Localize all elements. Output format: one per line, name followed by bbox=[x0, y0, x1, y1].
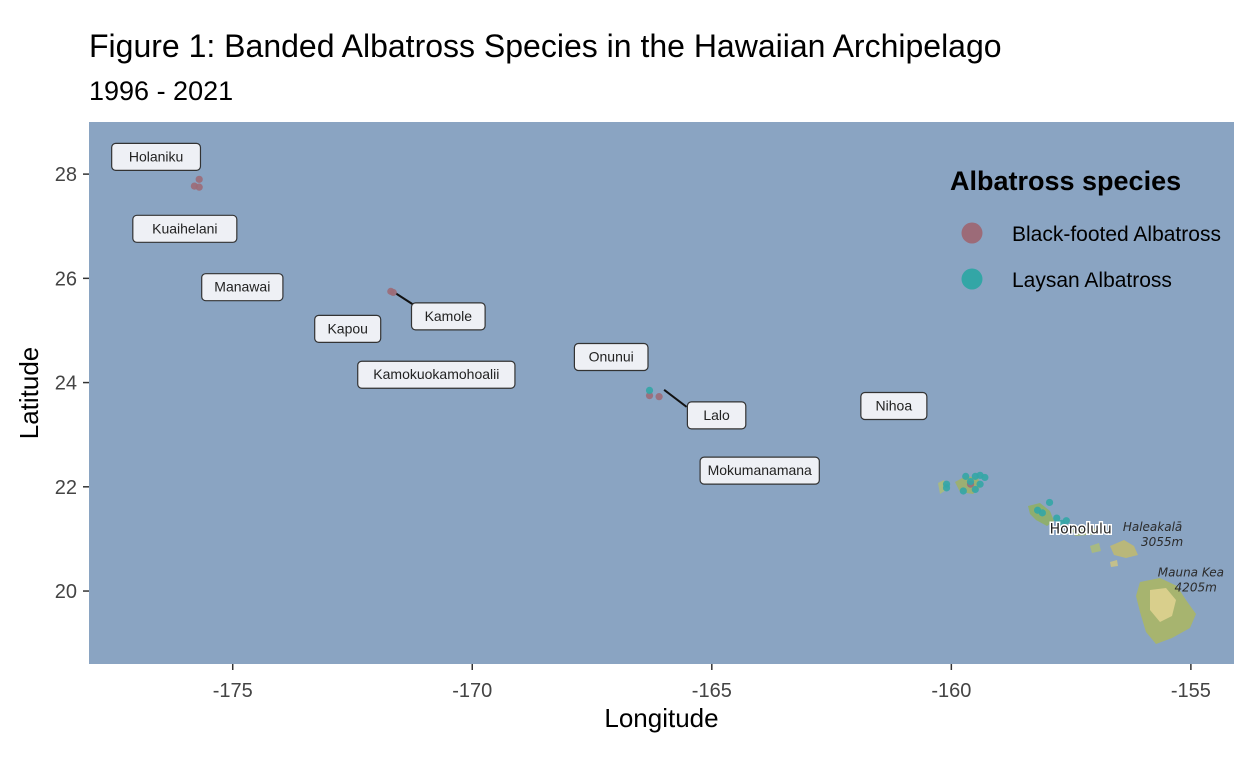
data-points bbox=[114, 157, 1070, 527]
y-tick-label: 22 bbox=[55, 477, 77, 499]
x-tick-label: -170 bbox=[452, 680, 492, 702]
chart-subtitle: 1996 - 2021 bbox=[89, 76, 234, 106]
island-label: Nihoa bbox=[860, 391, 928, 421]
island-label-box bbox=[860, 391, 928, 421]
data-point bbox=[971, 485, 979, 494]
axes: -175 -170 -165 -160 -155 20 22 24 26 28 Longitude L… bbox=[14, 164, 1211, 733]
island-label-text: Kapou bbox=[327, 320, 367, 336]
basemap-label: Honolulu bbox=[1050, 522, 1112, 538]
x-tick-label: -165 bbox=[692, 680, 732, 702]
data-point bbox=[981, 473, 989, 482]
island-label-box bbox=[314, 314, 382, 343]
island-label-text: Lalo bbox=[703, 407, 730, 423]
data-point bbox=[389, 288, 397, 297]
island-label-text: Manawai bbox=[214, 279, 270, 295]
island-labels: Holaniku Kuaihelani Manawai Kamole Kapou Kamo… bbox=[111, 142, 928, 485]
data-point bbox=[966, 477, 975, 486]
island-label: Kamokuokamohoalii bbox=[357, 360, 516, 389]
island-label-text: Nihoa bbox=[876, 398, 913, 414]
island-label-box bbox=[410, 302, 486, 331]
legend-swatch bbox=[961, 268, 983, 290]
hawaii-highlands bbox=[1150, 588, 1176, 622]
data-point bbox=[1038, 509, 1046, 517]
data-point bbox=[976, 480, 984, 488]
island-label-box bbox=[699, 456, 820, 485]
data-point bbox=[1053, 514, 1061, 522]
island-label-text: Holaniku bbox=[129, 148, 183, 164]
y-tick-label: 28 bbox=[55, 164, 77, 186]
island-label-text: Kuaihelani bbox=[152, 220, 217, 236]
island-label: Onunui bbox=[573, 342, 649, 372]
legend-label: Laysan Albatross bbox=[1012, 269, 1172, 292]
data-point bbox=[959, 487, 967, 495]
kahoolawe-island bbox=[1110, 560, 1118, 567]
island-label-box bbox=[132, 214, 238, 243]
y-tick-label: 20 bbox=[55, 581, 77, 603]
island-label-text: Mokumanamana bbox=[708, 462, 812, 478]
island-label: Manawai bbox=[201, 273, 284, 302]
legend-swatch bbox=[961, 222, 983, 244]
x-axis-title: Longitude bbox=[604, 703, 718, 733]
x-tick-label: -160 bbox=[931, 680, 971, 702]
basemap-label: Mauna Kea bbox=[1158, 565, 1224, 579]
island-label: Lalo bbox=[686, 401, 747, 430]
maui-island bbox=[1110, 540, 1138, 558]
legend-title: Albatross species bbox=[950, 166, 1181, 196]
basemap-label: 3055m bbox=[1141, 535, 1183, 549]
island-label: Kuaihelani bbox=[132, 214, 238, 243]
island-label-box bbox=[357, 360, 516, 389]
x-tick-label: -155 bbox=[1171, 680, 1211, 702]
island-label-box bbox=[111, 142, 202, 171]
data-point bbox=[1062, 517, 1070, 525]
data-point bbox=[645, 392, 654, 400]
island-label-text: Onunui bbox=[589, 349, 634, 365]
data-point bbox=[195, 175, 203, 183]
legend-label: Black-footed Albatross bbox=[1012, 223, 1221, 246]
island-label: Kapou bbox=[314, 314, 382, 343]
data-point bbox=[655, 393, 663, 401]
lanai-island bbox=[1090, 543, 1101, 553]
basemap-label: 4205m bbox=[1175, 581, 1217, 595]
island-label-text: Kamole bbox=[425, 308, 473, 324]
plot-panel bbox=[89, 122, 1234, 664]
chart-title: Figure 1: Banded Albatross Species in th… bbox=[89, 28, 1002, 64]
island-label: Kamole bbox=[410, 302, 486, 331]
y-tick-label: 26 bbox=[55, 268, 77, 290]
leader-line bbox=[663, 388, 688, 408]
basemap-label: Haleakalā bbox=[1123, 520, 1182, 534]
island-label-text: Kamokuokamohoalii bbox=[373, 366, 499, 382]
data-point bbox=[1045, 498, 1054, 507]
basemap-islands bbox=[938, 476, 1196, 644]
y-tick-label: 24 bbox=[55, 373, 77, 395]
island-label-box bbox=[686, 401, 747, 430]
island-label: Mokumanamana bbox=[699, 456, 820, 485]
x-tick-label: -175 bbox=[213, 680, 253, 702]
data-point bbox=[195, 183, 203, 191]
data-point bbox=[962, 472, 970, 480]
island-label-box bbox=[201, 273, 284, 302]
island-label-box bbox=[573, 342, 649, 372]
data-point bbox=[645, 386, 654, 394]
molokai-island bbox=[1072, 528, 1100, 536]
island-label: Holaniku bbox=[111, 142, 202, 171]
legend: Albatross species Black-footed Albatross L… bbox=[950, 166, 1221, 292]
y-axis-title: Latitude bbox=[14, 347, 44, 440]
data-point bbox=[942, 484, 951, 492]
